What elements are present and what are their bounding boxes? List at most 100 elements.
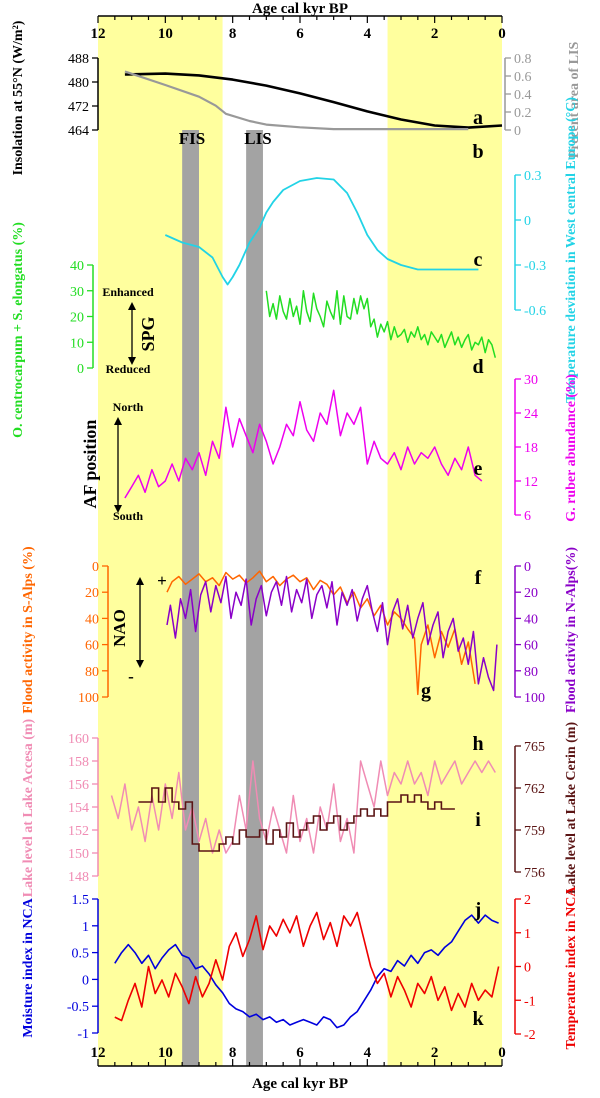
af-axis-tick-label: 18 bbox=[524, 441, 538, 456]
temp-eu-axis-tick-label: -0.3 bbox=[524, 259, 546, 274]
temp-eu-axis-tick-label: 0.3 bbox=[524, 169, 542, 184]
af-north-label: North bbox=[113, 400, 144, 414]
top-age-axis-tick-label: 8 bbox=[229, 26, 237, 42]
insolation-axis-tick-label: 464 bbox=[68, 124, 89, 139]
spg-axis: 0 10 20 30 40 bbox=[70, 259, 94, 377]
temp-nca-axis-tick-label: 2 bbox=[524, 893, 531, 908]
panel-labels: Enhanced Reduced North South + - ab c d e f g h i j k bbox=[102, 107, 484, 1030]
bottom-age-axis-tick-label: 2 bbox=[431, 1045, 439, 1061]
flood-s-line bbox=[166, 570, 476, 696]
flood-s-axis-tick-label: 80 bbox=[85, 665, 99, 680]
flood-s-axis: 0 20 40 60 80 100 bbox=[78, 560, 109, 706]
insolation-axis-tick-label: 480 bbox=[68, 76, 89, 91]
data-series bbox=[110, 70, 503, 1029]
insolation-axis-title: Insolation at 55°N (W/m²) bbox=[11, 20, 26, 175]
moisture-axis-tick-label: 1.5 bbox=[72, 893, 90, 908]
af-axis: 6 12 18 24 30 bbox=[514, 373, 538, 524]
flood-s-axis-tick-label: 40 bbox=[85, 612, 99, 627]
panel-label-a: a bbox=[473, 107, 483, 129]
lis-area-axis-tick-label: 0 bbox=[514, 124, 521, 139]
top-age-axis-tick-label: 2 bbox=[431, 26, 439, 42]
spg-reduced-label: Reduced bbox=[106, 362, 151, 376]
spg-axis-title: O. centrocarpum + S. elongatus (%) bbox=[11, 222, 26, 438]
cerin-axis: 756 759 762 765 bbox=[514, 740, 545, 881]
temp-nca-axis-tick-label: 0 bbox=[524, 961, 531, 976]
axes: 12 10 8 6 4 2 012 10 8 6 4 2 0464472480488Insolation… bbox=[11, 15, 582, 1067]
panel-label-h: h bbox=[472, 733, 483, 755]
af-axis-tick-label: 30 bbox=[524, 373, 538, 388]
flood-s-axis-title: Flood activity in S-Alps (%) bbox=[21, 546, 36, 714]
bottom-age-axis-tick-label: 8 bbox=[229, 1045, 237, 1061]
spg-label: SPG bbox=[138, 316, 158, 351]
panel-label-d: d bbox=[472, 356, 483, 378]
spg-line bbox=[265, 290, 497, 358]
af-axis-title: G. ruber abundance (%) bbox=[564, 374, 579, 522]
bottom-age-axis-tick-label: 0 bbox=[498, 1045, 506, 1061]
fis-label: FIS bbox=[179, 129, 205, 148]
temp-eu-axis-title: Temperature deviation in West central Eu… bbox=[564, 97, 579, 403]
cerin-axis-tick-label: 759 bbox=[524, 824, 545, 839]
moisture-axis-tick-label: 0.5 bbox=[72, 947, 90, 962]
accesa-axis-tick-label: 160 bbox=[68, 732, 89, 747]
lis-area-axis-title: Precent area of LIS bbox=[567, 42, 582, 159]
accesa-axis-tick-label: 148 bbox=[68, 870, 89, 885]
moisture-axis: -1 -0.5 0 0.5 1 1.5 bbox=[67, 893, 99, 1042]
insolation-line bbox=[124, 72, 503, 129]
af-position-label: AF position bbox=[80, 420, 100, 509]
af-axis-tick-label: 6 bbox=[524, 509, 531, 524]
accesa-axis-tick-label: 154 bbox=[68, 801, 89, 816]
moisture-line bbox=[114, 914, 499, 1029]
accesa-axis-title: Lake level at Lake Accesa (m) bbox=[21, 718, 36, 897]
spg-enhanced-label: Enhanced bbox=[102, 285, 154, 299]
insolation-axis: 464 472 480 488 bbox=[68, 52, 99, 139]
temp-nca-line bbox=[114, 911, 500, 1022]
spg-axis-tick-label: 0 bbox=[77, 362, 84, 377]
flood-n-axis-title: Flood activity in N-Alps(%) bbox=[564, 547, 579, 713]
accesa-axis-tick-label: 158 bbox=[68, 755, 89, 770]
bottom-age-axis: 12 10 8 6 4 2 0 bbox=[91, 1045, 506, 1067]
top-age-axis-tick-label: 0 bbox=[498, 26, 506, 42]
panel-label-j: j bbox=[474, 899, 482, 921]
time-bands bbox=[98, 16, 502, 1066]
nao-plus: + bbox=[157, 571, 167, 590]
cerin-axis-tick-label: 765 bbox=[524, 740, 545, 755]
top-age-axis-tick-label: 12 bbox=[91, 26, 106, 42]
bottom-age-axis-tick-label: 4 bbox=[364, 1045, 372, 1061]
temp-nca-axis-tick-label: -1 bbox=[524, 994, 536, 1009]
top-age-axis-tick-label: 10 bbox=[158, 26, 173, 42]
lis-area-axis: 0 0.2 0.4 0.6 0.8 bbox=[504, 52, 532, 139]
moisture-axis-tick-label: -1 bbox=[77, 1027, 89, 1042]
flood-n-axis: 0 20 40 60 80 100 bbox=[514, 560, 545, 706]
lis-label: LIS bbox=[244, 129, 271, 148]
moisture-axis-tick-label: -0.5 bbox=[67, 1000, 89, 1015]
moisture-axis-tick-label: 0 bbox=[82, 973, 89, 988]
moisture-axis-tick-label: 1 bbox=[82, 920, 89, 935]
top-age-axis-tick-label: 6 bbox=[296, 26, 304, 42]
flood-n-axis-tick-label: 100 bbox=[524, 691, 545, 706]
spg-axis-tick-label: 10 bbox=[70, 336, 84, 351]
bottom-age-axis-tick-label: 6 bbox=[296, 1045, 304, 1061]
cerin-axis-tick-label: 756 bbox=[524, 866, 545, 881]
nao-label: NAO bbox=[110, 609, 129, 647]
lis-area-axis-tick-label: 0.2 bbox=[514, 106, 532, 121]
flood-n-axis-tick-label: 20 bbox=[524, 586, 538, 601]
bottom-age-axis-tick-label: 12 bbox=[91, 1045, 106, 1061]
moisture-axis-title: Moisture index in NCA bbox=[21, 897, 36, 1037]
temp-nca-axis-title: Temperature index in NCA bbox=[564, 886, 579, 1050]
temp-eu-axis-tick-label: 0 bbox=[524, 214, 531, 229]
panel-label-b: b bbox=[472, 141, 483, 163]
lis-area-axis-tick-label: 0.8 bbox=[514, 52, 532, 67]
lis-area-axis-tick-label: 0.4 bbox=[514, 88, 532, 103]
accesa-axis: 148 150 152 154 156 158 160 bbox=[68, 732, 99, 885]
panel-label-f: f bbox=[475, 567, 482, 589]
spg-axis-tick-label: 30 bbox=[70, 285, 84, 300]
flood-s-axis-tick-label: 60 bbox=[85, 639, 99, 654]
insolation-axis-tick-label: 472 bbox=[68, 100, 89, 115]
cerin-axis-title: Lake level at Lake Cerin (m) bbox=[564, 722, 579, 895]
temp-eu-axis: -0.6 -0.3 0 0.3 bbox=[514, 169, 546, 319]
lis-area-axis-tick-label: 0.6 bbox=[514, 70, 532, 85]
accesa-axis-tick-label: 150 bbox=[68, 847, 89, 862]
bottom-age-axis-tick-label: 10 bbox=[158, 1045, 173, 1061]
panel-label-c: c bbox=[474, 249, 483, 271]
